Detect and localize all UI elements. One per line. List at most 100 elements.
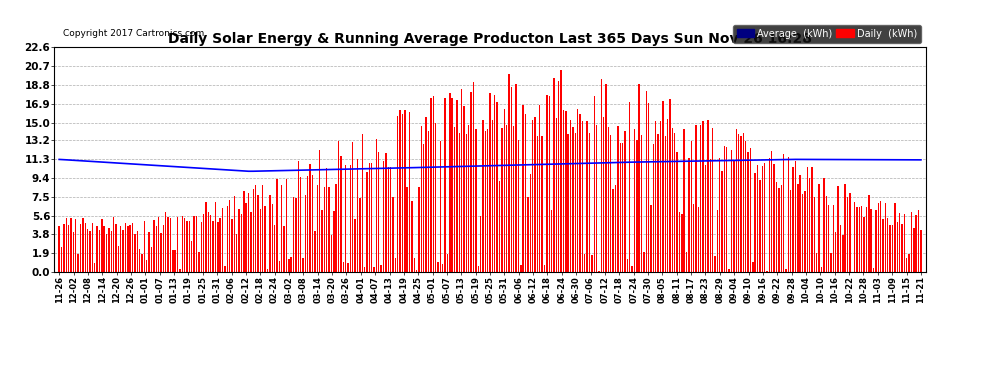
Bar — [395, 258, 396, 272]
Bar — [894, 203, 896, 272]
Bar — [259, 210, 261, 272]
Bar — [579, 114, 581, 272]
Bar — [82, 217, 83, 272]
Bar — [897, 222, 898, 272]
Bar — [819, 184, 820, 272]
Bar — [356, 159, 358, 272]
Bar — [679, 212, 680, 272]
Bar — [179, 269, 180, 272]
Bar — [169, 218, 171, 272]
Bar — [158, 217, 159, 272]
Bar — [302, 258, 304, 272]
Bar — [125, 223, 126, 272]
Bar — [688, 159, 690, 272]
Bar — [683, 129, 685, 272]
Bar — [274, 225, 275, 272]
Bar — [807, 166, 808, 272]
Bar — [411, 201, 413, 272]
Bar — [267, 269, 268, 272]
Bar — [911, 212, 912, 272]
Bar — [550, 210, 552, 272]
Bar — [856, 207, 857, 272]
Bar — [298, 161, 299, 272]
Bar — [366, 172, 367, 272]
Bar — [392, 197, 394, 272]
Bar — [189, 222, 190, 272]
Bar — [504, 109, 505, 272]
Bar — [880, 201, 881, 272]
Bar — [246, 203, 247, 272]
Bar — [562, 110, 564, 272]
Bar — [321, 210, 323, 272]
Bar — [840, 225, 842, 272]
Bar — [792, 167, 794, 272]
Bar — [800, 175, 801, 272]
Bar — [217, 222, 219, 272]
Bar — [440, 141, 441, 272]
Bar — [473, 82, 474, 272]
Bar — [442, 264, 444, 272]
Bar — [518, 140, 519, 272]
Bar — [532, 120, 534, 272]
Bar — [252, 189, 254, 272]
Bar — [196, 216, 197, 272]
Bar — [203, 214, 204, 272]
Bar — [150, 246, 152, 272]
Bar — [501, 128, 503, 272]
Bar — [565, 111, 566, 272]
Bar — [882, 219, 884, 272]
Bar — [620, 142, 621, 272]
Bar — [802, 194, 803, 272]
Bar — [736, 129, 737, 272]
Bar — [577, 109, 578, 272]
Bar — [390, 167, 391, 272]
Bar — [229, 200, 231, 272]
Bar — [368, 163, 370, 272]
Bar — [305, 195, 306, 272]
Bar — [516, 84, 517, 272]
Bar — [489, 93, 491, 272]
Bar — [283, 225, 285, 272]
Bar — [312, 175, 313, 272]
Bar — [785, 269, 787, 272]
Bar — [731, 150, 733, 272]
Bar — [248, 192, 249, 272]
Bar — [210, 215, 212, 272]
Title: Daily Solar Energy & Running Average Producton Last 365 Days Sun Nov 26 16:28: Daily Solar Energy & Running Average Pro… — [168, 32, 812, 46]
Bar — [359, 198, 360, 272]
Bar — [250, 212, 251, 272]
Bar — [788, 157, 789, 272]
Bar — [409, 112, 410, 272]
Bar — [506, 125, 507, 272]
Bar — [155, 226, 157, 272]
Bar — [714, 256, 716, 272]
Bar — [336, 184, 337, 272]
Bar — [153, 220, 154, 272]
Bar — [756, 165, 758, 272]
Bar — [300, 177, 301, 272]
Bar — [227, 206, 228, 272]
Bar — [693, 204, 694, 272]
Bar — [608, 128, 609, 272]
Bar — [255, 184, 256, 272]
Bar — [144, 221, 146, 272]
Bar — [236, 234, 238, 272]
Bar — [148, 232, 149, 272]
Bar — [70, 218, 71, 272]
Bar — [276, 179, 277, 272]
Bar — [707, 120, 709, 272]
Bar — [482, 120, 484, 272]
Bar — [385, 153, 386, 272]
Bar — [776, 182, 777, 272]
Bar — [542, 136, 543, 272]
Bar — [920, 230, 922, 272]
Bar — [773, 164, 775, 272]
Bar — [162, 225, 164, 272]
Bar — [722, 171, 723, 272]
Bar — [101, 219, 103, 272]
Bar — [778, 188, 779, 272]
Bar — [671, 128, 673, 272]
Bar — [167, 217, 168, 272]
Bar — [378, 152, 379, 272]
Bar — [655, 121, 656, 272]
